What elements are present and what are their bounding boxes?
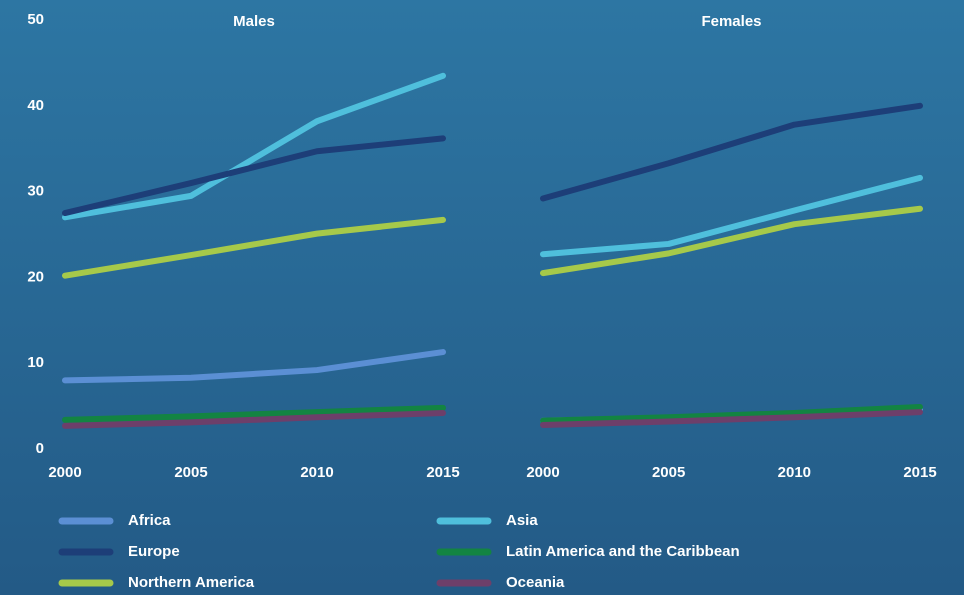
x-tick-label: 2000 [48, 464, 81, 481]
y-tick-label: 10 [27, 354, 44, 371]
legend-label: Latin America and the Caribbean [506, 543, 740, 560]
series-line [62, 404, 446, 423]
y-tick-label: 50 [27, 11, 44, 28]
chart-title: Males [233, 13, 275, 30]
legend-label: Northern America [128, 574, 255, 591]
x-tick-label: 2005 [652, 464, 685, 481]
x-tick-label: 2015 [903, 464, 936, 481]
x-tick-label: 2005 [174, 464, 207, 481]
series-line [62, 349, 446, 384]
series-line [540, 205, 923, 277]
legend-label: Europe [128, 543, 180, 560]
chart-title: Females [701, 13, 761, 30]
x-tick-label: 2010 [300, 464, 333, 481]
x-tick-label: 2010 [778, 464, 811, 481]
y-tick-label: 40 [27, 97, 44, 114]
series-line [62, 135, 446, 217]
series-line [62, 216, 446, 279]
series-line [540, 409, 923, 428]
series-line [540, 102, 923, 202]
x-tick-label: 2015 [426, 464, 459, 481]
series-line [540, 403, 923, 424]
y-tick-label: 0 [36, 440, 44, 457]
legend-label: Asia [506, 512, 538, 529]
series-line [62, 72, 446, 221]
series-line [540, 174, 923, 258]
legend-label: Africa [128, 512, 171, 529]
y-tick-label: 20 [27, 268, 44, 285]
series-line [62, 409, 446, 429]
legend-label: Oceania [506, 574, 565, 591]
y-tick-label: 30 [27, 183, 44, 200]
x-tick-label: 2000 [526, 464, 559, 481]
